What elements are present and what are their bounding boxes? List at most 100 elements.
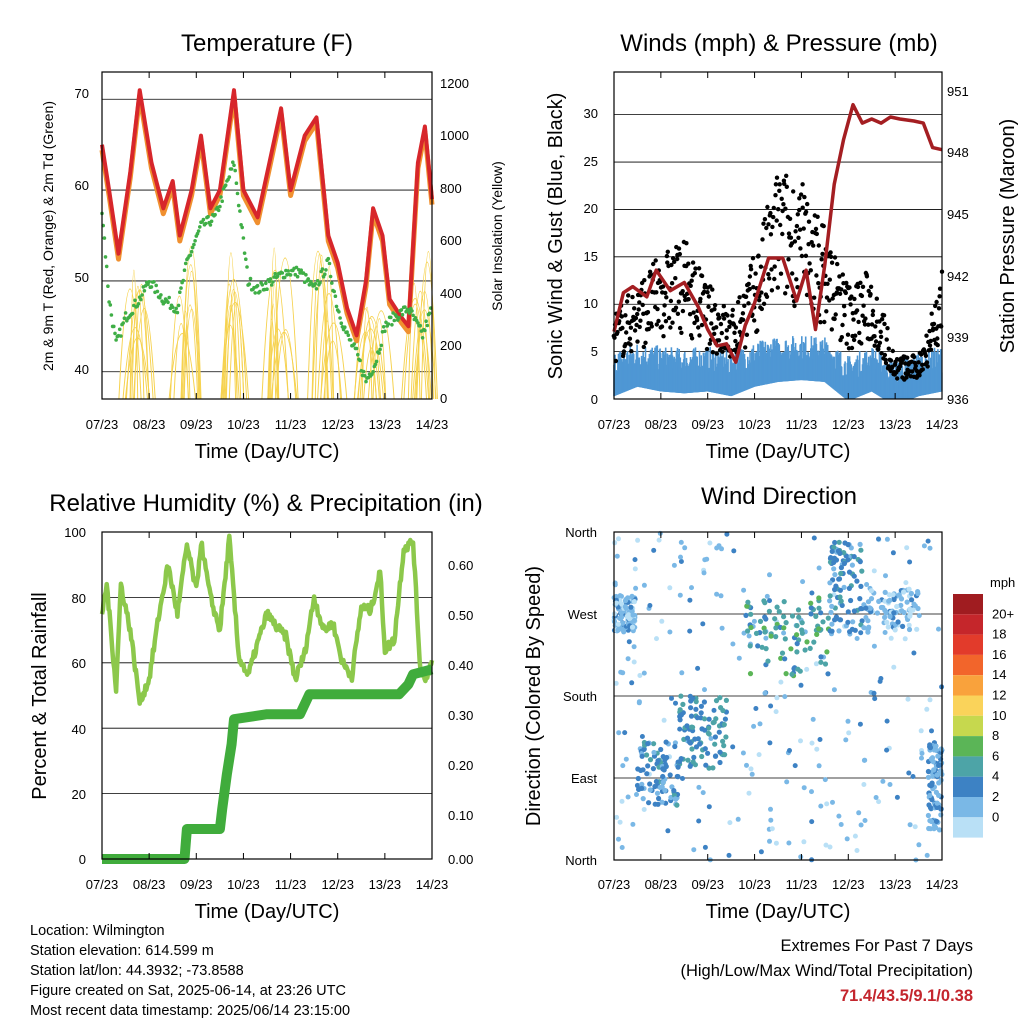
dewpoint-point <box>149 285 154 289</box>
gust-point <box>721 316 727 321</box>
direction-point <box>716 729 722 735</box>
solar-insolation-line <box>261 270 289 400</box>
direction-point <box>938 746 944 752</box>
direction-point <box>768 703 774 709</box>
direction-point <box>629 624 636 630</box>
direction-point <box>816 595 822 601</box>
direction-point <box>816 763 822 769</box>
direction-point <box>655 758 661 764</box>
direction-point <box>773 625 779 631</box>
direction-point <box>814 746 820 752</box>
direction-point <box>690 759 696 765</box>
dewpoint-point <box>392 318 397 323</box>
direction-point <box>927 792 933 799</box>
direction-point <box>751 618 757 624</box>
direction-point <box>925 774 932 780</box>
dewpoint-point <box>198 225 202 229</box>
gust-point <box>924 333 929 338</box>
dewpoint-point <box>379 343 384 348</box>
direction-point <box>907 559 913 565</box>
direction-point <box>651 741 657 747</box>
dewpoint-point <box>255 283 260 288</box>
direction-point <box>859 568 865 574</box>
direction-point <box>896 592 902 598</box>
direction-point <box>645 763 651 769</box>
gust-point <box>761 301 767 306</box>
gust-point <box>663 290 668 296</box>
dewpoint-point <box>216 208 221 213</box>
humidity-right-tick: 0.20 <box>448 758 473 773</box>
gust-point <box>844 280 849 286</box>
gust-point <box>629 349 634 354</box>
legend-swatch <box>953 614 983 635</box>
gust-point <box>854 308 860 313</box>
direction-point <box>644 771 650 777</box>
direction-point <box>888 635 894 641</box>
gust-point <box>870 312 875 318</box>
x-tick-label: 12/23 <box>832 877 865 892</box>
gust-point <box>665 249 670 254</box>
dewpoint-point <box>179 286 183 290</box>
direction-point <box>778 679 784 685</box>
winds-left-tick: 5 <box>591 344 598 359</box>
humidity-left-tick: 60 <box>72 656 86 671</box>
dewpoint-point <box>390 323 394 327</box>
winds-right-tick: 951 <box>947 84 969 99</box>
gust-point <box>661 312 667 317</box>
gust-point <box>928 347 934 352</box>
direction-point <box>759 644 765 650</box>
direction-point <box>864 582 870 587</box>
direction-point <box>866 624 872 630</box>
direction-point <box>911 650 917 656</box>
gust-point <box>788 235 794 240</box>
direction-point <box>652 801 658 807</box>
dewpoint-point <box>410 309 414 313</box>
dewpoint-point <box>159 293 163 297</box>
direction-point <box>809 590 815 596</box>
direction-point <box>761 625 767 631</box>
winds-left-tick: 30 <box>584 106 598 121</box>
dewpoint-point <box>245 265 249 269</box>
gust-point <box>697 333 702 338</box>
dewpoint-point <box>231 160 235 164</box>
temperature-plot-area <box>99 88 438 400</box>
dewpoint-point <box>244 257 248 262</box>
direction-point <box>746 790 752 796</box>
gust-point <box>873 324 878 329</box>
direction-point <box>744 762 749 768</box>
direction-point <box>845 609 851 615</box>
gust-point <box>847 285 852 290</box>
rainfall-line <box>102 664 434 864</box>
gust-point <box>764 294 770 299</box>
gust-point <box>845 332 851 337</box>
direction-point <box>707 540 713 546</box>
gust-point <box>768 232 774 237</box>
legend-label: 2 <box>992 789 999 804</box>
direction-point <box>753 706 759 711</box>
gust-point <box>872 343 877 348</box>
legend-swatch <box>953 654 983 676</box>
gust-point <box>811 243 816 248</box>
direction-point <box>661 717 667 723</box>
dewpoint-point <box>377 351 381 355</box>
direction-point <box>882 614 888 621</box>
direction-point <box>852 627 858 633</box>
direction-point <box>773 709 779 715</box>
temp-right-tick: 1200 <box>440 76 469 91</box>
direction-point <box>625 794 631 800</box>
direction-point <box>671 562 677 568</box>
direction-point <box>858 822 864 828</box>
gust-point <box>832 316 837 322</box>
gust-point <box>937 294 942 299</box>
gust-point <box>784 184 789 189</box>
dewpoint-point <box>343 325 347 330</box>
direction-point <box>757 618 764 625</box>
direction-point <box>832 572 838 578</box>
x-tick-label: 09/23 <box>691 417 724 432</box>
gust-point <box>732 330 737 335</box>
direction-point <box>833 614 840 620</box>
direction-point <box>900 623 906 630</box>
gust-point <box>841 304 847 309</box>
humidity-left-ticks: 100 80 60 40 20 0 <box>64 525 86 867</box>
